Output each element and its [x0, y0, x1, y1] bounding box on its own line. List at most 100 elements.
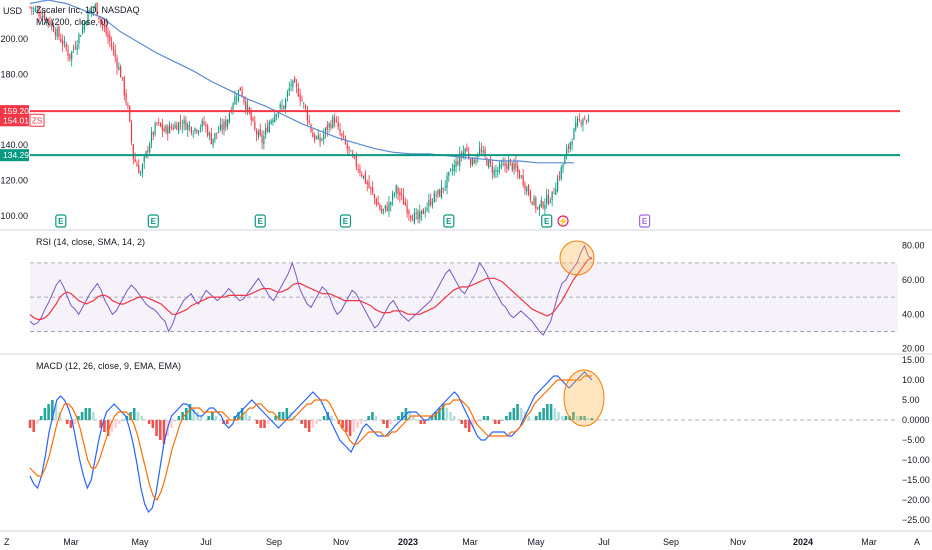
candle-body: [83, 23, 85, 30]
candle-body: [170, 126, 173, 128]
candle-body: [332, 116, 334, 128]
macd-histogram-bar: [95, 420, 99, 421]
candle-body: [201, 120, 203, 127]
x-axis: Mar May Jul Sep Nov 2023 Mar May Jul Sep Nov 2024 Ma…: [0, 530, 932, 547]
price-tick-label: 100.00: [0, 211, 28, 221]
candle-body: [473, 159, 475, 164]
candle-body: [569, 142, 571, 150]
candle-body: [580, 122, 582, 124]
candle-body: [239, 87, 241, 91]
earnings-marker-icon: [55, 214, 67, 228]
candle-body: [379, 204, 381, 210]
candle-body: [540, 200, 542, 207]
candle-body: [243, 96, 245, 102]
candle-body: [422, 209, 425, 215]
macd-line: [29, 371, 593, 514]
macd-histogram-bar: [430, 416, 434, 420]
candle-body: [361, 173, 363, 177]
candle-body: [527, 185, 530, 195]
rsi-pane[interactable]: 20.00 40.00 60.00 80.00: [0, 240, 932, 355]
candle-body: [60, 38, 62, 43]
candle-body: [444, 185, 446, 188]
macd-histogram-bar: [460, 420, 464, 424]
candle-body: [40, 16, 42, 18]
candle-body: [477, 156, 479, 158]
candle-body: [549, 202, 551, 204]
macd-histogram-bar: [590, 418, 594, 420]
macd-histogram-bar: [330, 416, 333, 420]
macd-histogram-bar: [121, 420, 125, 421]
candle-body: [515, 162, 517, 169]
candle-body: [47, 18, 49, 22]
candle-body: [259, 128, 261, 136]
candle-body: [553, 193, 555, 194]
macd-histogram-bar: [151, 420, 155, 428]
candle-body: [159, 122, 162, 127]
candle-body: [163, 128, 165, 132]
candle-body: [221, 124, 223, 130]
macd-histogram-bar: [575, 416, 579, 420]
candle-body: [208, 132, 211, 135]
macd-tick-label: −10.00: [902, 455, 930, 465]
candle-body: [435, 195, 437, 197]
candle-body: [78, 34, 80, 44]
auto-scale-icon[interactable]: A: [914, 537, 920, 547]
timezone-marker-icon[interactable]: Z: [4, 537, 10, 547]
candle-body: [286, 92, 289, 97]
candle-body: [138, 165, 140, 174]
candle-body: [141, 164, 144, 174]
candle-body: [181, 125, 183, 127]
candle-body: [488, 159, 490, 168]
candle-body: [210, 133, 212, 144]
candle-body: [92, 9, 95, 11]
candle-body: [386, 206, 388, 211]
candle-body: [413, 212, 415, 223]
candle-body: [333, 117, 336, 123]
candle-body: [199, 127, 202, 129]
macd-histogram-bar: [114, 420, 117, 428]
candle-body: [408, 210, 410, 215]
candle-body: [36, 9, 38, 11]
price-pane[interactable]: 100.00120.00140.00160.00180.00200.00159.…: [0, 0, 932, 231]
macd-histogram-bar: [359, 420, 363, 424]
candle-body: [377, 202, 379, 206]
candle-body: [109, 34, 111, 42]
candle-body: [326, 125, 328, 130]
candle-body: [69, 53, 71, 60]
macd-histogram-bar: [371, 412, 374, 420]
macd-histogram-bar: [214, 416, 218, 420]
macd-histogram-bar: [542, 408, 545, 420]
candle-body: [52, 25, 55, 32]
candle-body: [241, 90, 243, 97]
earnings-marker-icon: [254, 214, 266, 228]
candle-body: [149, 143, 151, 153]
candle-body: [279, 104, 281, 109]
candle-body: [571, 141, 573, 145]
candle-body: [517, 165, 519, 172]
macd-histogram-bar: [538, 412, 542, 420]
macd-histogram-bar: [281, 412, 285, 420]
candle-body: [143, 156, 145, 163]
macd-histogram-bar: [177, 416, 181, 420]
macd-histogram-bar: [445, 408, 449, 420]
macd-pane[interactable]: 15.00 10.00 5.00 0.0000 −5.00 −10.00 −15.00 −20…: [28, 355, 930, 525]
macd-histogram-bar: [452, 416, 456, 420]
macd-histogram-bar: [352, 420, 356, 432]
macd-histogram-bar: [296, 420, 300, 421]
candle-body: [426, 207, 428, 211]
macd-tick-label: −25.00: [902, 515, 930, 525]
macd-histogram-bar: [512, 408, 516, 420]
candle-body: [167, 126, 169, 134]
rsi-sma-line: [29, 257, 593, 320]
macd-histogram-bar: [345, 420, 348, 432]
candle-body: [319, 137, 321, 143]
candle-body: [337, 121, 339, 128]
candle-body: [430, 198, 432, 206]
candle-body: [223, 121, 225, 130]
macd-histogram-bar: [486, 416, 490, 420]
earnings-marker-label: E: [58, 217, 64, 226]
candle-body: [219, 124, 221, 131]
candle-body: [261, 134, 263, 144]
chart-title: Zscaler Inc, 1D, NASDAQ: [36, 5, 140, 15]
